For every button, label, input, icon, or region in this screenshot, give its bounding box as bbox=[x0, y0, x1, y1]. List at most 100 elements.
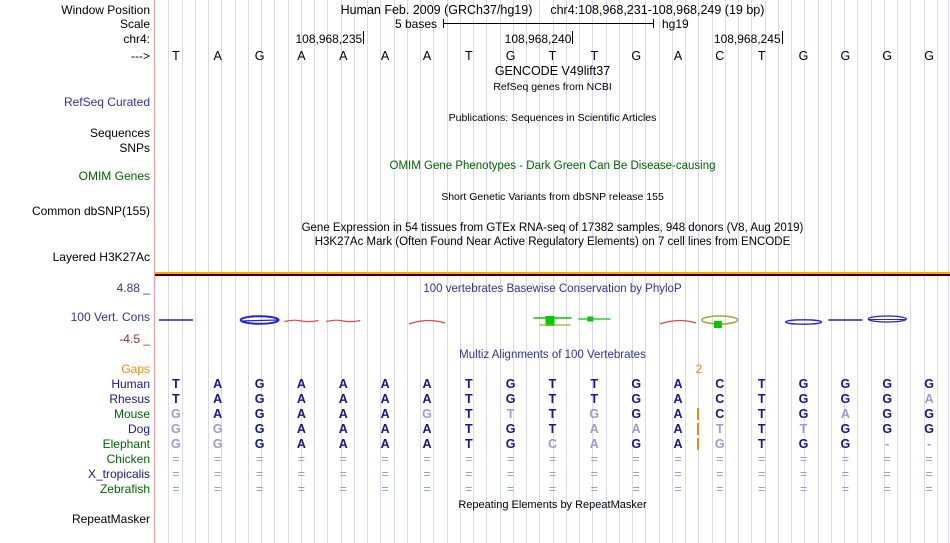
align-cell-elephant: G bbox=[840, 437, 851, 451]
track-title-refseq-ncbi[interactable]: RefSeq genes from NCBI bbox=[493, 81, 612, 93]
grid-line bbox=[844, 0, 845, 543]
align-cell-chicken: = bbox=[465, 452, 473, 466]
track-label-human[interactable]: Human bbox=[111, 377, 150, 391]
cons-mark-col4 bbox=[284, 319, 319, 323]
grid-line bbox=[221, 0, 223, 543]
track-title-omim-phenotypes[interactable]: OMIM Gene Phenotypes - Dark Green Can Be… bbox=[389, 160, 716, 172]
align-cell-dog: T bbox=[548, 422, 557, 436]
align-cell-human: C bbox=[715, 377, 725, 391]
track-title-publications[interactable]: Publications: Sequences in Scientific Ar… bbox=[448, 112, 657, 124]
align-cell-x-tropicalis: = bbox=[255, 467, 264, 481]
grid-line bbox=[194, 0, 196, 543]
track-title-phylop-title[interactable]: 100 vertebrates Basewise Conservation by… bbox=[423, 283, 682, 295]
genome-label: hg19 bbox=[662, 17, 689, 31]
align-cell-dog: G bbox=[254, 422, 265, 436]
cons-mark-col16 bbox=[784, 319, 823, 325]
track-title-gencode[interactable]: GENCODE V49lift37 bbox=[494, 64, 611, 78]
track-title-dbsnp-desc[interactable]: Short Genetic Variants from dbSNP releas… bbox=[441, 191, 664, 203]
track-label-sequences[interactable]: Sequences bbox=[89, 126, 150, 140]
align-cell-chicken: = bbox=[841, 452, 850, 466]
align-cell-human: G bbox=[254, 377, 265, 391]
align-cell-mouse: G bbox=[924, 407, 934, 421]
coordinate-label: 108,968,235 bbox=[295, 32, 363, 46]
grid-line bbox=[261, 0, 262, 543]
align-cell-rhesus: A bbox=[213, 392, 223, 406]
track-label-zebrafish[interactable]: Zebrafish bbox=[99, 482, 150, 496]
grid-line bbox=[247, 0, 249, 543]
align-cell-dog: A bbox=[380, 422, 390, 436]
align-cell-x-tropicalis: = bbox=[506, 467, 515, 481]
align-cell-zebrafish: = bbox=[841, 482, 850, 496]
align-cell-chicken: = bbox=[297, 452, 306, 466]
align-cell-zebrafish: = bbox=[339, 482, 347, 496]
grid-line bbox=[446, 0, 448, 543]
align-cell-rhesus: G bbox=[840, 392, 851, 406]
align-cell-zebrafish: = bbox=[758, 482, 766, 496]
track-label-omim-genes[interactable]: OMIM Genes bbox=[78, 169, 150, 183]
track-label-x-tropicalis[interactable]: X_tropicalis bbox=[87, 467, 150, 481]
align-cell-zebrafish: = bbox=[716, 482, 724, 496]
align-cell-zebrafish: = bbox=[255, 482, 264, 496]
base-letter: G bbox=[924, 49, 934, 63]
track-label-gaps[interactable]: Gaps bbox=[121, 362, 150, 376]
align-cell-dog: A bbox=[673, 422, 683, 436]
track-title-h3k27ac-desc[interactable]: H3K27Ac Mark (Often Found Near Active Re… bbox=[314, 236, 791, 248]
grid-line bbox=[830, 0, 832, 543]
align-cell-chicken: = bbox=[214, 452, 222, 466]
base-letter: A bbox=[339, 49, 348, 63]
align-cell-mouse: T bbox=[464, 407, 473, 421]
track-label-dog[interactable]: Dog bbox=[127, 422, 150, 436]
align-cell-mouse: G bbox=[171, 407, 181, 421]
align-cell-human: A bbox=[296, 377, 306, 391]
align-cell-chicken: = bbox=[716, 452, 724, 466]
align-cell-mouse: A bbox=[380, 407, 390, 421]
align-cell-x-tropicalis: = bbox=[632, 467, 640, 481]
grid-line bbox=[698, 0, 700, 543]
track-label-mouse[interactable]: Mouse bbox=[113, 407, 150, 421]
align-cell-x-tropicalis: = bbox=[799, 467, 808, 481]
track-label-chrom: chr4: bbox=[123, 32, 150, 46]
align-cell-dog: A bbox=[631, 422, 641, 436]
window-left-guide bbox=[154, 0, 155, 543]
align-cell-dog: T bbox=[799, 422, 808, 436]
align-cell-elephant: - bbox=[927, 437, 932, 451]
base-letter: A bbox=[380, 49, 390, 63]
grid-line bbox=[433, 0, 435, 543]
align-cell-rhesus: T bbox=[757, 392, 766, 406]
align-cell-dog: A bbox=[338, 422, 348, 436]
track-label-common-dbsnp[interactable]: Common dbSNP(155) bbox=[31, 204, 150, 218]
gap-indicator bbox=[697, 408, 700, 420]
cons-mark-col7 bbox=[408, 319, 446, 325]
track-label-rhesus[interactable]: Rhesus bbox=[109, 392, 150, 406]
coordinate-tick bbox=[781, 31, 783, 44]
track-label-repeatmasker[interactable]: RepeatMasker bbox=[71, 512, 150, 526]
align-cell-chicken: = bbox=[423, 452, 431, 466]
align-cell-mouse: C bbox=[715, 407, 725, 421]
align-cell-human: G bbox=[882, 377, 893, 391]
track-label-elephant[interactable]: Elephant bbox=[102, 437, 150, 451]
align-cell-dog: G bbox=[505, 422, 516, 436]
align-cell-rhesus: T bbox=[172, 392, 180, 406]
align-cell-rhesus: T bbox=[464, 392, 473, 406]
scale-bracket-left-tick bbox=[443, 19, 444, 28]
align-cell-human: T bbox=[757, 377, 766, 391]
grid-line bbox=[353, 0, 355, 543]
track-label-chicken[interactable]: Chicken bbox=[106, 452, 150, 466]
grid-line bbox=[526, 0, 527, 543]
align-cell-chicken: = bbox=[255, 452, 264, 466]
gap-indicator bbox=[697, 438, 700, 450]
cons-mark-col3 bbox=[240, 319, 279, 322]
track-label-vert-cons[interactable]: 100 Vert. Cons bbox=[70, 310, 150, 324]
align-cell-human: G bbox=[631, 377, 642, 391]
grid-line bbox=[817, 0, 819, 543]
position-range: chr4:108,968,231-108,968,249 (19 bp) bbox=[550, 3, 765, 17]
track-label-refseq-curated[interactable]: RefSeq Curated bbox=[63, 95, 150, 109]
track-title-multiz-title[interactable]: Multiz Alignments of 100 Vertebrates bbox=[459, 349, 646, 361]
track-label-snps[interactable]: SNPs bbox=[119, 141, 150, 155]
track-label-layered-h3k27ac[interactable]: Layered H3K27Ac bbox=[52, 250, 150, 264]
track-title-gtex-desc[interactable]: Gene Expression in 54 tissues from GTEx … bbox=[301, 222, 804, 234]
track-title-repeatmasker-desc[interactable]: Repeating Elements by RepeatMasker bbox=[458, 499, 647, 511]
grid-line bbox=[685, 0, 686, 543]
align-cell-zebrafish: = bbox=[297, 482, 306, 496]
